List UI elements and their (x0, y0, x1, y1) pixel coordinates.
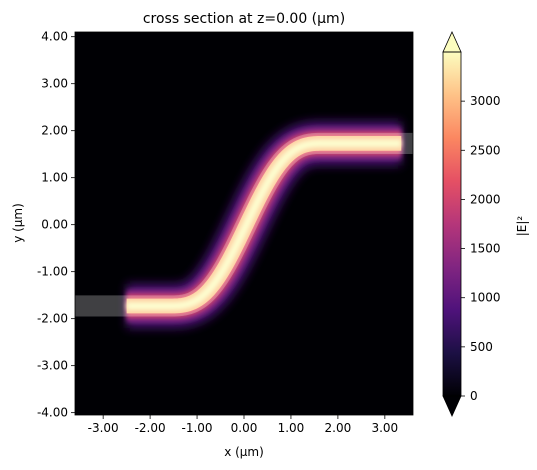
colorbar-tick-label: 2000 (470, 192, 501, 206)
y-axis-ticks: -4.00 -3.00 -2.00 -1.00 0.00 1.00 2.00 3.00 4.00 (37, 30, 75, 420)
field-layer (75, 121, 413, 329)
x-tick-label: 3.00 (371, 421, 398, 435)
colorbar-top-extension (442, 31, 462, 53)
waveguide-overlay (75, 132, 413, 317)
x-tick-label: 0.00 (231, 421, 258, 435)
colorbar-tick-label: 1500 (470, 242, 501, 256)
field-core (126, 139, 402, 310)
chart-title: cross section at z=0.00 (µm) (143, 11, 345, 27)
y-tick-label: -2.00 (37, 312, 68, 326)
colorbar-tick-label: 2500 (470, 143, 501, 157)
x-axis-ticks: -3.00 -2.00 -1.00 0.00 1.00 2.00 3.00 (88, 415, 398, 435)
y-tick-label: 1.00 (41, 171, 68, 185)
y-tick-label: -4.00 (37, 406, 68, 420)
y-tick-label: -3.00 (37, 359, 68, 373)
x-axis-label: x (µm) (224, 445, 264, 459)
y-tick-label: 4.00 (41, 30, 68, 44)
y-tick-label: -1.00 (37, 265, 68, 279)
y-tick-label: 0.00 (41, 218, 68, 232)
colorbar-ticks: 0 500 1000 1500 2000 2500 3000 (461, 94, 501, 403)
x-tick-label: -2.00 (135, 421, 166, 435)
y-tick-label: 2.00 (41, 124, 68, 138)
colorbar-tick-label: 3000 (470, 94, 501, 108)
colorbar: 0 500 1000 1500 2000 2500 3000 |E|² (442, 31, 529, 417)
y-tick-label: 3.00 (41, 77, 68, 91)
plot-area (74, 31, 414, 416)
x-tick-label: 1.00 (278, 421, 305, 435)
x-tick-label: -3.00 (88, 421, 119, 435)
colorbar-body (443, 52, 461, 396)
colorbar-tick-label: 500 (470, 340, 493, 354)
x-tick-label: -1.00 (182, 421, 213, 435)
colorbar-bottom-extension (442, 395, 462, 417)
colorbar-frame (442, 51, 462, 397)
x-tick-label: 2.00 (325, 421, 352, 435)
y-axis-label: y (µm) (11, 203, 25, 243)
colorbar-tick-label: 0 (470, 389, 478, 403)
colorbar-tick-label: 1000 (470, 291, 501, 305)
colorbar-label: |E|² (515, 216, 529, 237)
